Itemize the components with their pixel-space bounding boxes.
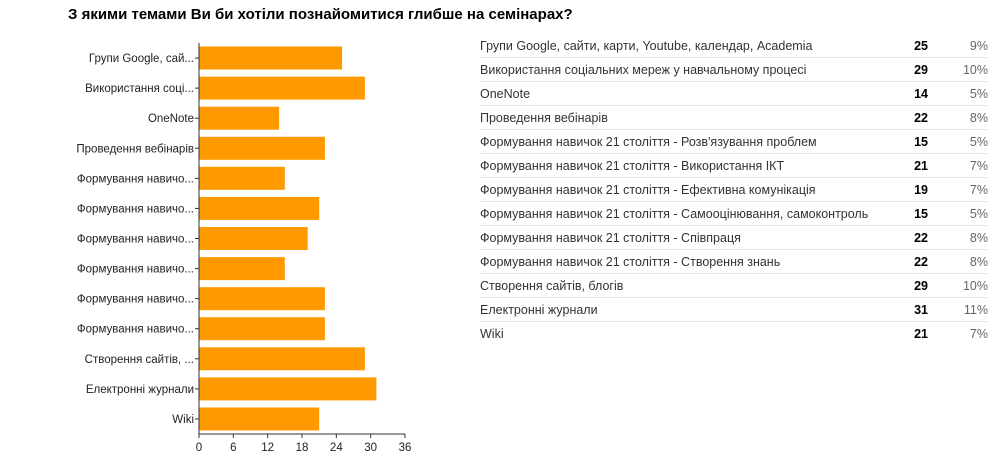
summary-percent: 10% [962, 62, 988, 77]
summary-percent: 7% [969, 326, 988, 341]
y-tick-label: Формування навичо... [77, 234, 194, 246]
x-tick-label: 0 [196, 442, 202, 454]
summary-row: Формування навичок 21 століття - Викорис… [480, 154, 988, 178]
summary-count: 15 [914, 206, 928, 221]
x-tick-label: 24 [330, 442, 343, 454]
y-tick-label: Електронні журнали [86, 384, 194, 396]
x-tick-label: 12 [261, 442, 274, 454]
summary-count: 22 [914, 110, 928, 125]
y-tick-label: Wiki [172, 414, 194, 426]
summary-label: Формування навичок 21 століття - Розв'яз… [480, 134, 817, 149]
summary-count: 31 [914, 302, 928, 317]
summary-label: Формування навичок 21 століття - Співпра… [480, 230, 741, 245]
summary-label: Формування навичок 21 століття - Створен… [480, 254, 781, 269]
summary-percent: 9% [969, 38, 988, 53]
y-tick-label: Групи Google, сай... [89, 53, 194, 65]
summary-count: 29 [914, 62, 928, 77]
summary-count: 21 [914, 158, 928, 173]
bar [199, 76, 365, 100]
bar [199, 287, 325, 311]
summary-label: Wiki [480, 326, 504, 341]
x-tick-label: 30 [364, 442, 377, 454]
bar [199, 257, 285, 281]
summary-count: 22 [914, 230, 928, 245]
bar [199, 377, 377, 401]
y-tick-label: OneNote [148, 113, 194, 125]
summary-count: 15 [914, 134, 928, 149]
y-tick-label: Створення сайтів, ... [85, 354, 194, 366]
bar [199, 347, 365, 371]
y-tick-label: Формування навичо... [77, 173, 194, 185]
summary-percent: 5% [969, 134, 988, 149]
y-tick-label: Використання соці... [85, 83, 194, 95]
summary-row: Електронні журнали 31 11% [480, 298, 988, 322]
summary-label: Створення сайтів, блогів [480, 278, 624, 293]
summary-label: Електронні журнали [480, 302, 598, 317]
bar [199, 227, 308, 250]
summary-row: Формування навичок 21 століття - Самооці… [480, 202, 988, 226]
summary-table: Групи Google, сайти, карти, Youtube, кал… [480, 34, 988, 345]
summary-row: Формування навичок 21 століття - Співпра… [480, 226, 988, 250]
y-tick-label: Формування навичо... [77, 324, 194, 336]
summary-label: Формування навичок 21 століття - Самооці… [480, 206, 869, 221]
bar [199, 196, 320, 220]
summary-label: Формування навичок 21 століття - Викорис… [480, 158, 785, 173]
summary-row: Wiki 21 7% [480, 322, 988, 346]
summary-percent: 10% [962, 278, 988, 293]
summary-row: Формування навичок 21 століття - Створен… [480, 250, 988, 274]
summary-count: 25 [914, 38, 928, 53]
summary-count: 29 [914, 278, 928, 293]
summary-count: 19 [914, 182, 928, 197]
summary-label: Використання соціальних мереж у навчальн… [480, 62, 807, 77]
bar [199, 106, 280, 130]
summary-percent: 5% [969, 206, 988, 221]
summary-percent: 8% [969, 110, 988, 125]
summary-percent: 7% [969, 158, 988, 173]
summary-percent: 7% [969, 182, 988, 197]
summary-row: Створення сайтів, блогів 29 10% [480, 274, 988, 298]
x-tick-label: 6 [230, 442, 236, 454]
y-tick-label: Проведення вебінарів [76, 143, 194, 155]
bar [199, 407, 320, 431]
summary-label: Проведення вебінарів [480, 110, 608, 125]
summary-label: OneNote [480, 86, 531, 101]
bar [199, 136, 325, 160]
y-tick-label: Формування навичо... [77, 264, 194, 276]
x-tick-label: 18 [296, 442, 309, 454]
summary-percent: 5% [969, 86, 988, 101]
summary-row: Формування навичок 21 століття - Розв'яз… [480, 130, 988, 154]
summary-percent: 8% [969, 230, 988, 245]
summary-row: Використання соціальних мереж у навчальн… [480, 58, 988, 82]
bar [199, 46, 343, 70]
summary-row: OneNote 14 5% [480, 82, 988, 106]
x-tick-label: 36 [399, 442, 412, 454]
summary-row: Формування навичок 21 століття - Ефектив… [480, 178, 988, 202]
summary-percent: 11% [963, 302, 988, 317]
chart-title: З якими темами Ви би хотіли познайомитис… [68, 6, 573, 23]
y-tick-label: Формування навичо... [77, 294, 194, 306]
summary-label: Формування навичок 21 століття - Ефектив… [480, 182, 816, 197]
bar [199, 166, 285, 190]
bar [199, 317, 325, 341]
summary-label: Групи Google, сайти, карти, Youtube, кал… [480, 38, 813, 53]
y-tick-label: Формування навичо... [77, 203, 194, 215]
summary-row: Групи Google, сайти, карти, Youtube, кал… [480, 34, 988, 58]
summary-count: 21 [914, 326, 928, 341]
bar-chart: Групи Google, сай... Використання соці...… [76, 43, 412, 454]
summary-count: 22 [914, 254, 928, 269]
summary-row: Проведення вебінарів 22 8% [480, 106, 988, 130]
summary-count: 14 [914, 86, 928, 101]
summary-percent: 8% [969, 254, 988, 269]
